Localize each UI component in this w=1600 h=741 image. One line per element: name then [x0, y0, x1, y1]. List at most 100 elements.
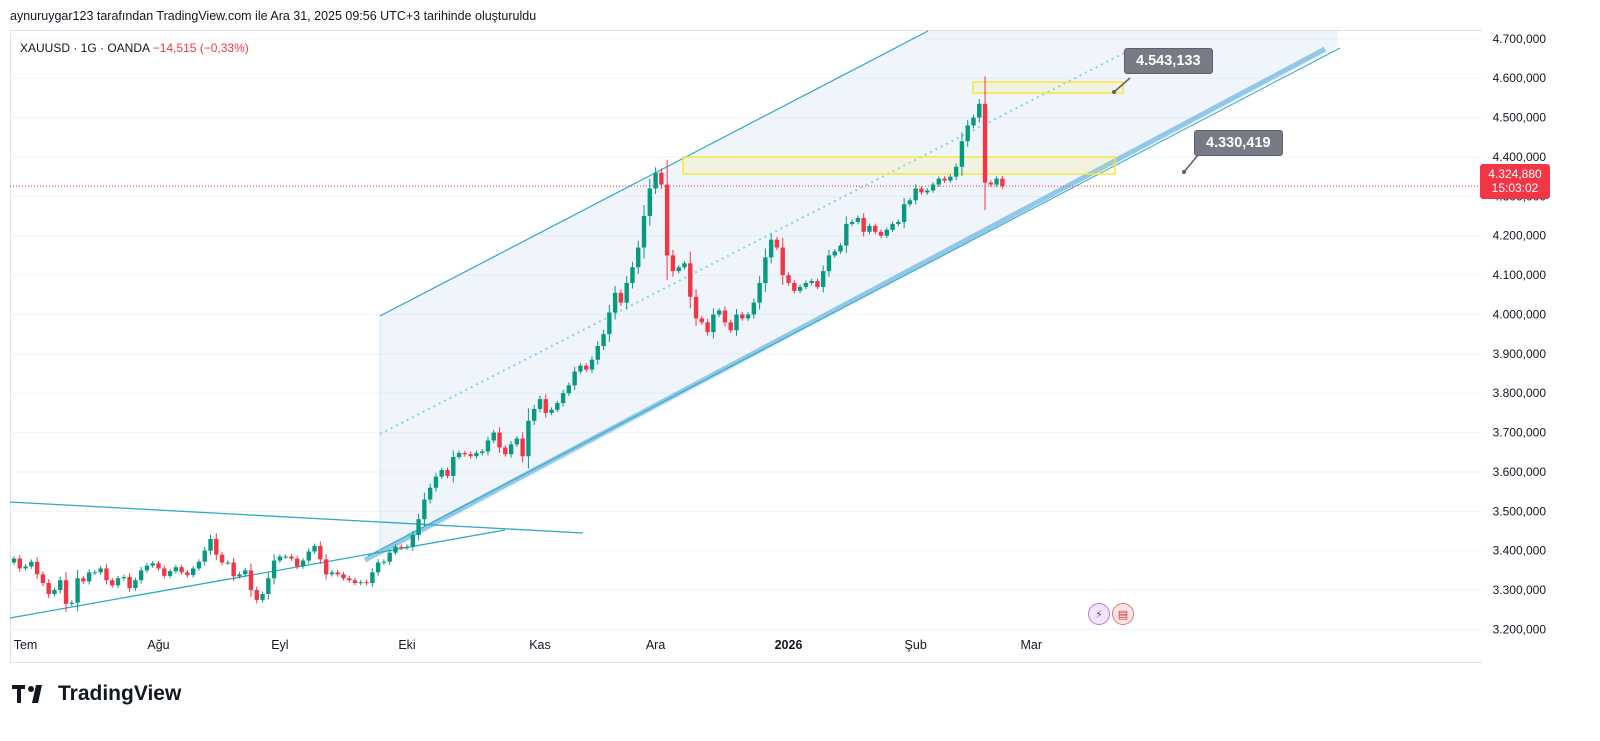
candle — [329, 572, 335, 575]
y-tick-label: 4.500,000 — [1493, 111, 1547, 125]
x-tick-label: Mar — [1021, 638, 1043, 652]
x-tick-label: Eyl — [271, 638, 288, 652]
candle — [607, 312, 612, 335]
candle — [659, 172, 664, 185]
candle — [716, 310, 722, 315]
candle — [913, 188, 918, 201]
y-tick-label: 4.100,000 — [1493, 268, 1547, 282]
candle — [456, 453, 462, 457]
candle — [162, 568, 167, 576]
candle — [225, 562, 231, 564]
candle — [295, 558, 300, 567]
candle — [150, 563, 155, 566]
candle — [578, 365, 583, 372]
x-tick-label: Eki — [398, 638, 415, 652]
candle — [75, 578, 80, 603]
us-flag-icon[interactable]: ▤ — [1112, 603, 1134, 625]
candle — [370, 572, 375, 583]
candle — [358, 582, 363, 584]
candle — [682, 263, 687, 268]
symbol-legend[interactable]: XAUUSD · 1G · OANDA −14,515 (−0,33%) — [20, 41, 249, 55]
candle — [942, 178, 947, 181]
candle — [300, 560, 306, 567]
x-tick-label: Şub — [905, 638, 927, 652]
candle — [86, 572, 92, 582]
candle — [705, 322, 710, 333]
candle — [780, 247, 785, 276]
triangle-upper-line — [9, 501, 584, 534]
high-price-label[interactable]: 4.543,133 — [1124, 48, 1213, 74]
candle — [335, 572, 340, 575]
candle — [861, 218, 866, 232]
candle — [878, 231, 884, 236]
candle — [832, 251, 837, 256]
candle — [289, 556, 294, 559]
candle — [479, 451, 485, 454]
y-tick-label: 3.300,000 — [1493, 583, 1547, 597]
high-label-pointer-dot — [1112, 90, 1116, 94]
lightning-icon[interactable]: ⚡ — [1088, 603, 1110, 625]
candle — [347, 578, 352, 581]
candle — [774, 239, 780, 248]
candle — [341, 574, 346, 579]
candle — [121, 577, 127, 579]
candle — [219, 554, 225, 563]
x-tick-label: Tem — [14, 638, 38, 652]
event-markers[interactable]: ⚡ ▤ — [1088, 603, 1134, 625]
candle — [855, 218, 861, 222]
candle — [988, 182, 994, 185]
candle — [821, 271, 826, 287]
candle — [185, 572, 190, 576]
tradingview-logo[interactable]: TradingView — [12, 682, 181, 706]
candle — [647, 188, 652, 217]
candle — [792, 282, 797, 291]
candle — [381, 561, 387, 563]
candle — [670, 255, 676, 272]
candle — [34, 561, 40, 575]
y-tick-label: 3.200,000 — [1493, 622, 1547, 636]
candle — [763, 257, 768, 283]
candle — [503, 447, 508, 455]
candle — [98, 568, 103, 573]
low-price-label[interactable]: 4.330,419 — [1194, 130, 1283, 156]
last-price: 4.324,880 — [1488, 167, 1542, 181]
x-tick-label: Ağu — [147, 638, 169, 652]
candle — [387, 552, 392, 562]
candle — [526, 420, 531, 457]
candle — [543, 399, 548, 413]
candle — [271, 560, 277, 579]
candle — [919, 188, 924, 193]
candle — [52, 590, 57, 595]
candle — [277, 556, 283, 561]
channel-lower-line — [363, 46, 1327, 563]
candle — [306, 551, 311, 561]
candle — [196, 561, 202, 569]
candle — [451, 456, 456, 476]
candle — [768, 239, 774, 258]
candle — [1000, 178, 1005, 187]
candle — [630, 267, 635, 283]
last-price-tag: 4.324,880 15:03:02 — [1480, 164, 1550, 199]
candle — [994, 178, 999, 185]
y-tick-label: 4.600,000 — [1493, 71, 1547, 85]
candle — [468, 454, 473, 457]
candle — [231, 562, 236, 577]
candle — [445, 469, 450, 476]
chart-frame[interactable] — [10, 30, 1482, 663]
y-tick-label: 4.200,000 — [1493, 229, 1547, 243]
candle — [46, 582, 51, 595]
candle — [844, 223, 849, 246]
candle — [595, 345, 600, 360]
y-tick-label: 3.500,000 — [1493, 504, 1547, 518]
candle — [907, 200, 913, 205]
candle — [404, 546, 410, 548]
candle — [202, 550, 207, 562]
candle — [930, 184, 936, 191]
candle — [29, 561, 34, 567]
candle — [508, 444, 514, 455]
candle — [566, 385, 572, 394]
y-tick-label: 3.400,000 — [1493, 544, 1547, 558]
candle — [352, 580, 358, 583]
candle — [688, 263, 693, 297]
